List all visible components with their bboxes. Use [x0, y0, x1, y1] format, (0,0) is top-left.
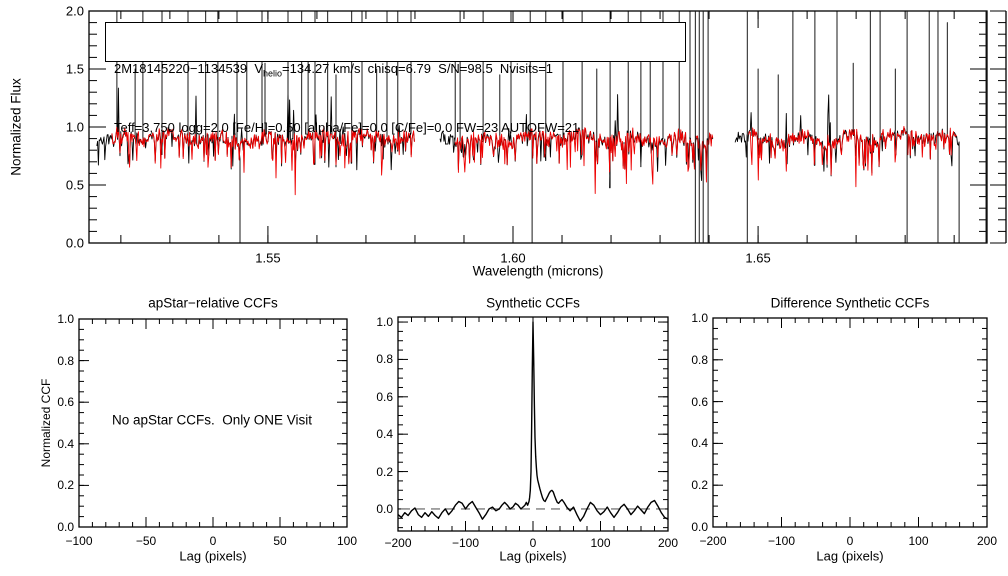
apstar_ccf-y-tick-label: 0.4	[57, 436, 74, 451]
spectrum-model-line	[748, 126, 957, 188]
difference_synthetic_ccf-x-tick-label: 200	[976, 534, 998, 548]
apstar-ccf-x-axis-label: Lag (pixels)	[179, 548, 247, 564]
difference_synthetic_ccf-x-tick-label: 100	[908, 534, 929, 548]
spectrum-y-tick-label: 0.0	[65, 235, 84, 251]
synthetic_ccf-y-tick-label: 0.4	[376, 427, 393, 442]
synthetic_ccf-x-tick-label: −100	[451, 536, 480, 550]
synthetic_ccf-y-tick-label: 0.6	[376, 389, 393, 404]
annotation-line-1: 2M18145220−1134539 Vhelio=134.27 km/s ch…	[114, 60, 685, 83]
apstar_ccf-x-tick-label: 0	[209, 534, 217, 548]
spectrum-model-line	[454, 127, 714, 194]
synthetic_ccf-x-tick-label: 200	[657, 536, 679, 550]
difference_synthetic_ccf-y-tick-label: 1.0	[691, 311, 708, 325]
difference_synthetic_ccf-x-tick-label: −200	[699, 534, 727, 548]
spectrum-x-axis-label: Wavelength (microns)	[472, 263, 604, 279]
apstar_ccf-y-tick-label: 1.0	[57, 312, 74, 326]
difference_synthetic_ccf-y-tick-label: 0.8	[691, 352, 708, 367]
spectrum-x-tick-label: 1.55	[255, 250, 281, 266]
apstar_ccf-x-tick-label: −50	[135, 534, 157, 548]
spectrum-x-tick-label: 1.60	[500, 250, 526, 266]
spectrum-x-tick-label: 1.65	[745, 250, 771, 266]
difference_synthetic_ccf-y-tick-label: 0.2	[691, 478, 708, 493]
apstar-ccf-title: apStar−relative CCFs	[148, 295, 278, 311]
synthetic-ccf-x-axis-label: Lag (pixels)	[499, 548, 567, 564]
difference-ccf-x-axis-label: Lag (pixels)	[816, 548, 884, 564]
synthetic-ccf-curve	[397, 321, 669, 522]
difference_synthetic_ccf-y-tick-label: 0.6	[691, 394, 708, 409]
difference_synthetic_ccf-frame	[712, 317, 988, 528]
annotation-star-id: 2M18145220−1134539 V	[114, 61, 264, 76]
spectrum-observed-line	[734, 10, 960, 244]
apstar_ccf-x-tick-label: 100	[336, 534, 358, 548]
difference_synthetic_ccf-y-tick-label: 0.4	[691, 436, 708, 451]
annotation-fit-stats: =134.27 km/s chisq=6.79 S/N=98.5 Nvisits…	[282, 61, 554, 76]
difference-ccf-title: Difference Synthetic CCFs	[770, 295, 930, 311]
apstar_ccf-y-tick-label: 0.6	[57, 395, 74, 410]
synthetic-ccf-title: Synthetic CCFs	[486, 295, 580, 311]
apstar-ccf-message: No apStar CCFs. Only ONE Visit	[111, 412, 313, 428]
apstar-ccf-y-axis-label: Normalized CCF	[39, 378, 53, 468]
difference_synthetic_ccf-y-tick-label: 0.0	[691, 520, 708, 534]
apstar_ccf-x-tick-label: 50	[273, 534, 287, 548]
spectrum-y-tick-label: 1.5	[65, 61, 84, 77]
spectrum-y-tick-label: 2.0	[65, 3, 84, 19]
synthetic_ccf-y-tick-label: 0.2	[376, 464, 393, 479]
synthetic_ccf-y-tick-label: 0.0	[376, 501, 393, 516]
spectrum-annotation-box: 2M18145220−1134539 Vhelio=134.27 km/s ch…	[105, 22, 686, 135]
spectrum-model-line	[111, 125, 415, 196]
spectrum-y-axis-label: Normalized Flux	[8, 78, 24, 176]
annotation-line-2: Teff=3,750 logg=2.0 [Fe/H]=0.50 [alpha/F…	[114, 119, 580, 135]
synthetic_ccf-x-tick-label: 100	[590, 536, 611, 550]
synthetic_ccf-y-tick-label: 1.0	[376, 315, 393, 330]
synthetic_ccf-x-tick-label: 0	[529, 536, 537, 550]
synthetic_ccf-x-tick-label: −200	[384, 536, 412, 550]
apstar_ccf-y-tick-label: 0.0	[57, 520, 74, 534]
synthetic_ccf-y-tick-label: 0.8	[376, 352, 393, 367]
spectrum-y-tick-label: 1.0	[65, 119, 84, 135]
spectrum-y-tick-label: 0.5	[65, 177, 84, 193]
annotation-vhelio-subscript: helio	[263, 68, 283, 79]
apstar_ccf-y-tick-label: 0.8	[57, 353, 74, 368]
apstar_ccf-y-tick-label: 0.2	[57, 478, 74, 493]
difference_synthetic_ccf-x-tick-label: 0	[846, 534, 854, 548]
apstar_ccf-x-tick-label: −100	[65, 534, 93, 548]
difference_synthetic_ccf-x-tick-label: −100	[767, 534, 796, 548]
